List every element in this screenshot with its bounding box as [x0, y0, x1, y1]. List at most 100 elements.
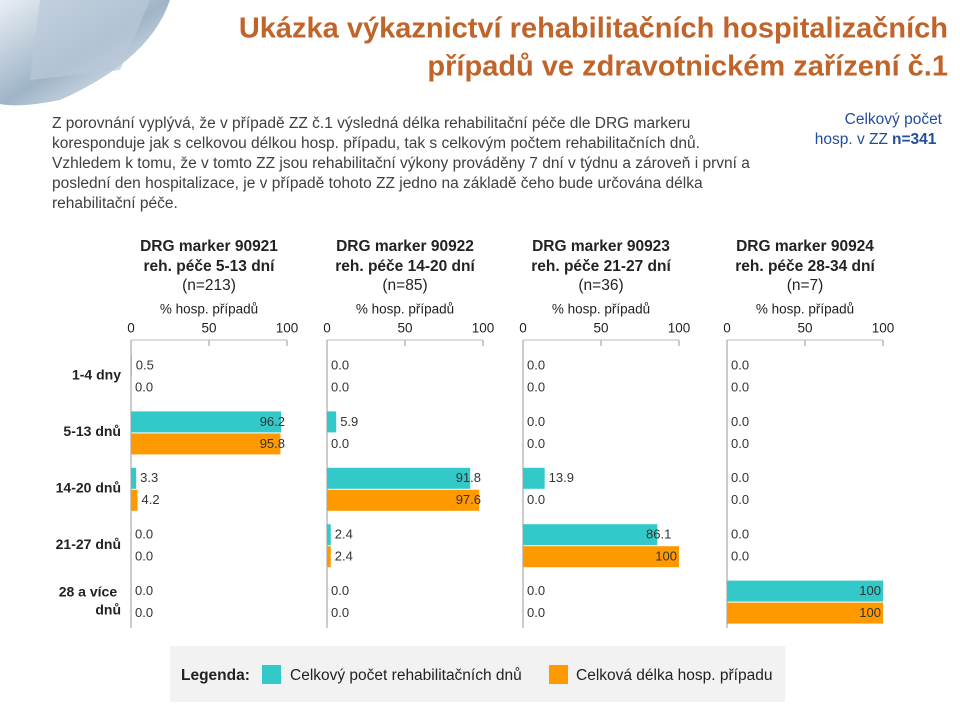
chart-subtitle: reh. péče 14-20 dní: [335, 258, 475, 275]
value-label: 0.0: [731, 414, 749, 429]
value-label: 86.1: [646, 527, 671, 542]
bar: [327, 489, 480, 511]
value-label: 0.0: [331, 357, 349, 372]
chart-note: (n=85): [382, 277, 427, 294]
legend-label: Celková délka hosp. případu: [576, 667, 772, 684]
bar: [131, 411, 282, 433]
bar: [327, 546, 331, 568]
bar: [131, 489, 138, 511]
value-label: 97.6: [456, 492, 481, 507]
category-label: 28 a více dnů: [59, 583, 121, 617]
side-note: hosp. v ZZ: [815, 131, 888, 148]
value-label: 0.0: [331, 436, 349, 451]
category-label: 1-4 dny: [72, 367, 121, 383]
value-label: 0.0: [731, 379, 749, 394]
photo-laptop: [30, 0, 150, 80]
bar: [327, 524, 331, 546]
category-label: 5-13 dnů: [63, 423, 121, 439]
value-label: 0.0: [331, 379, 349, 394]
value-label: 96.2: [260, 414, 285, 429]
side-note: Celkový počet: [845, 111, 943, 128]
value-label: 0.0: [135, 583, 153, 598]
x-tick-label: 0: [127, 321, 135, 336]
x-tick-label: 50: [797, 321, 812, 336]
bar: [131, 433, 281, 455]
value-label: 5.9: [340, 414, 358, 429]
side-note-emphasis: n=341: [892, 131, 937, 148]
value-label: 0.0: [527, 436, 545, 451]
value-label: 0.0: [331, 583, 349, 598]
x-axis-label: % hosp. případů: [756, 302, 854, 317]
chart-title: DRG marker 90921: [140, 238, 278, 255]
value-label: 13.9: [549, 470, 574, 485]
bar: [523, 467, 545, 489]
chart-note: (n=36): [578, 277, 623, 294]
value-label: 0.5: [136, 357, 154, 372]
value-label: 4.2: [142, 492, 160, 507]
category-label: 21-27 dnů: [56, 536, 121, 552]
bar: [131, 355, 132, 376]
value-label: 0.0: [731, 470, 749, 485]
chart-note: (n=213): [182, 277, 236, 294]
value-label: 0.0: [731, 527, 749, 542]
paragraph-line: rehabilitační péče.: [52, 195, 178, 212]
paragraph-line: Z porovnání vyplývá, že v případě ZZ č.1…: [52, 115, 690, 132]
paragraph-line: Vzhledem k tomu, že v tomto ZZ jsou reha…: [52, 155, 750, 172]
value-label: 3.3: [140, 470, 158, 485]
value-label: 100: [859, 605, 881, 620]
legend-label: Celkový počet rehabilitačních dnů: [290, 667, 522, 684]
legend-swatch: [262, 665, 281, 684]
value-label: 95.8: [260, 436, 285, 451]
value-label: 0.0: [731, 549, 749, 564]
x-tick-label: 100: [872, 321, 895, 336]
value-label: 0.0: [135, 527, 153, 542]
value-label: 0.0: [731, 492, 749, 507]
chart-subtitle: reh. péče 5-13 dní: [144, 258, 276, 275]
paragraph-line: poslední den hospitalizace, je v případě…: [52, 175, 703, 192]
value-label: 100: [655, 549, 677, 564]
x-tick-label: 50: [201, 321, 216, 336]
x-axis-label: % hosp. případů: [356, 302, 454, 317]
x-tick-label: 100: [472, 321, 495, 336]
value-label: 0.0: [527, 583, 545, 598]
legend-swatch: [549, 665, 568, 684]
value-label: 0.0: [135, 379, 153, 394]
x-axis-label: % hosp. případů: [160, 302, 258, 317]
value-label: 0.0: [731, 436, 749, 451]
chart-subtitle: reh. péče 28-34 dní: [735, 258, 875, 275]
bar: [327, 467, 471, 489]
x-tick-label: 100: [668, 321, 691, 336]
chart-title: DRG marker 90924: [736, 238, 874, 255]
value-label: 100: [859, 583, 881, 598]
legend-title: Legenda:: [181, 667, 250, 684]
paragraph-line: koresponduje jak s celkovou délkou hosp.…: [52, 135, 700, 152]
bar: [327, 411, 337, 433]
x-tick-label: 0: [323, 321, 331, 336]
x-tick-label: 0: [519, 321, 527, 336]
chart-note: (n=7): [787, 277, 824, 294]
value-label: 2.4: [335, 549, 353, 564]
category-label: 14-20 dnů: [56, 480, 121, 496]
value-label: 0.0: [135, 605, 153, 620]
x-tick-label: 0: [723, 321, 731, 336]
x-tick-label: 50: [593, 321, 608, 336]
value-label: 0.0: [331, 605, 349, 620]
x-tick-label: 100: [276, 321, 299, 336]
value-label: 0.0: [527, 492, 545, 507]
bar: [523, 546, 679, 568]
value-label: 2.4: [335, 527, 353, 542]
bar: [727, 602, 883, 624]
chart-subtitle: reh. péče 21-27 dní: [531, 258, 671, 275]
value-label: 0.0: [527, 357, 545, 372]
value-label: 0.0: [527, 414, 545, 429]
bar: [727, 580, 883, 602]
value-label: 0.0: [135, 549, 153, 564]
x-axis-label: % hosp. případů: [552, 302, 650, 317]
value-label: 0.0: [527, 605, 545, 620]
value-label: 91.8: [456, 470, 481, 485]
chart-title: DRG marker 90922: [336, 238, 474, 255]
value-label: 0.0: [731, 357, 749, 372]
value-label: 0.0: [527, 379, 545, 394]
bar: [131, 467, 137, 489]
